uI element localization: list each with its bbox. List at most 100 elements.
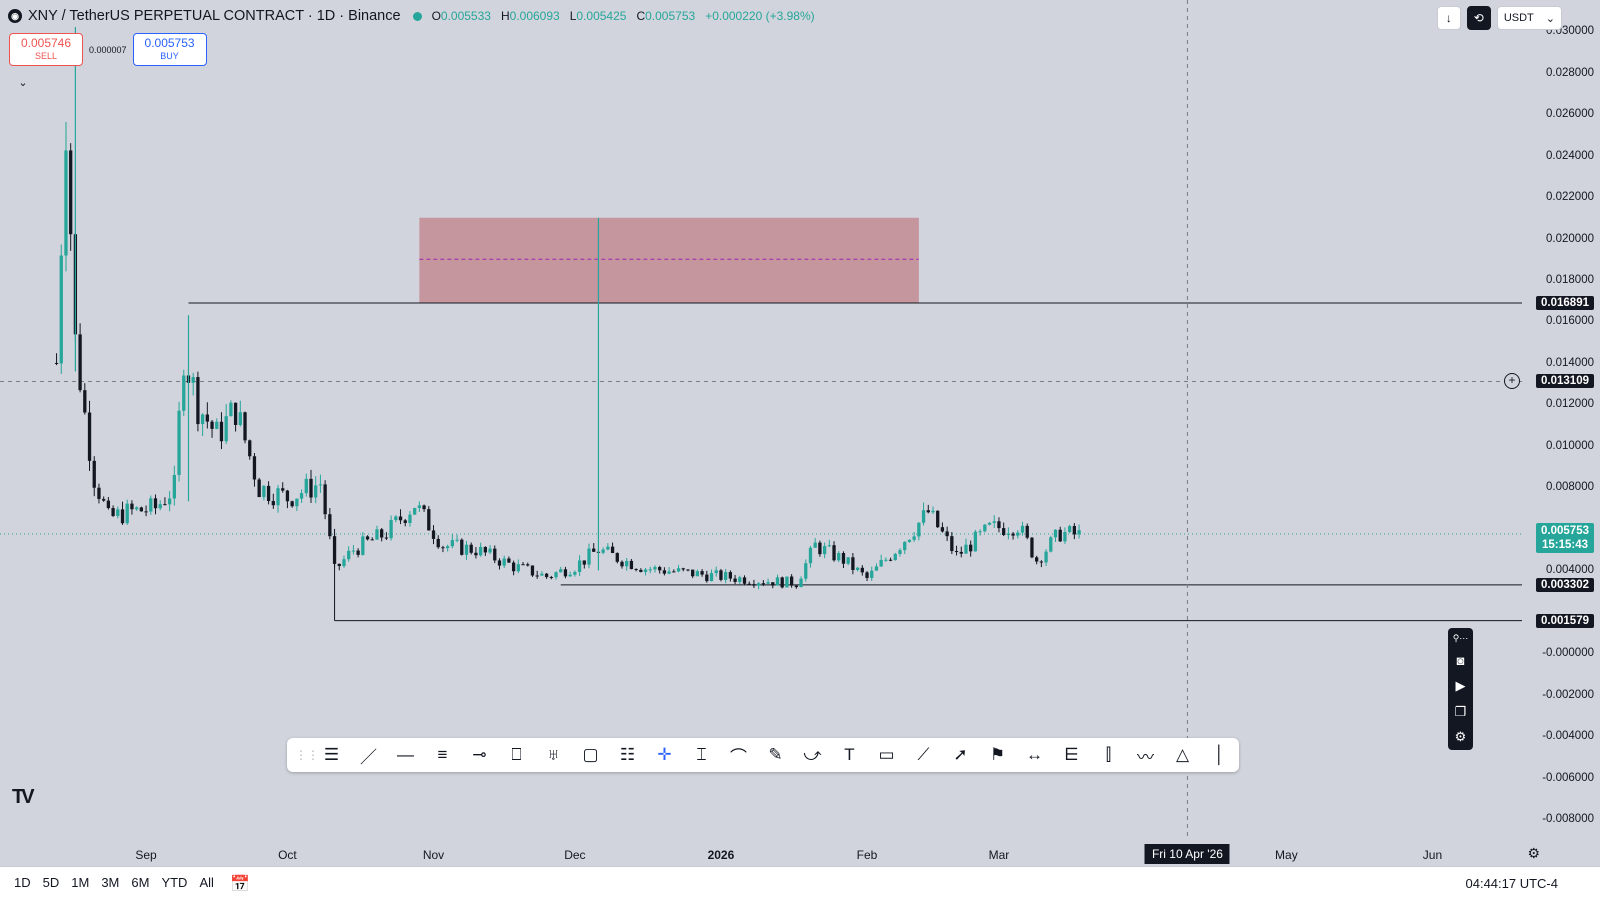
candlestick-chart[interactable] — [0, 0, 1522, 840]
candles-pattern-tool-icon[interactable]: ♅ — [547, 745, 560, 764]
fib-retracement-tool-icon[interactable]: ☷ — [619, 745, 636, 764]
add-alert-plus-icon[interactable]: + — [1504, 373, 1520, 390]
candle-body-152 — [771, 582, 775, 586]
candle-body-217 — [1077, 530, 1081, 535]
candle-body-116 — [601, 549, 605, 553]
layers-icon[interactable]: ❐ — [1454, 703, 1467, 719]
rectangle-tool-icon[interactable]: ▢ — [582, 745, 599, 764]
candle-body-58 — [328, 514, 332, 537]
range-5d[interactable]: 5D — [42, 875, 60, 890]
parallel-channel-tool-icon[interactable]: ≡ — [437, 745, 448, 764]
price-tick-label-16: -0.006000 — [1542, 771, 1594, 784]
price-tick-label-2: 0.026000 — [1546, 108, 1594, 121]
price-tick-label-5: 0.020000 — [1546, 232, 1594, 245]
price-tick-label-1: 0.028000 — [1546, 66, 1594, 79]
auto-scale-icon[interactable]: ⟲ — [1466, 6, 1491, 30]
crosshair-price-tag[interactable]: 0.013109 — [1536, 374, 1594, 389]
comment-tool-icon[interactable]: ▭ — [878, 745, 895, 764]
horizontal-ray-tool-icon[interactable]: — — [397, 745, 414, 764]
range-1d[interactable]: 1D — [14, 875, 31, 890]
multi-line-tool-icon[interactable]: ☰ — [323, 745, 340, 764]
ruler-tool-icon[interactable]: ⟋ — [917, 745, 930, 764]
range-6m[interactable]: 6M — [131, 875, 150, 890]
candle-body-179 — [898, 550, 902, 554]
price-axis[interactable]: 0.030000 0.028000 0.026000 0.024000 0.022000… — [1504, 0, 1600, 840]
gear-icon[interactable]: ⚙ — [1454, 729, 1467, 745]
sell-button[interactable]: 0.005746 SELL — [9, 33, 83, 66]
forecast-tool-icon[interactable]: 〰 — [1137, 747, 1154, 767]
callout-tool-icon[interactable]: ⎕ — [511, 745, 522, 764]
candle-body-167 — [841, 553, 846, 564]
buy-button[interactable]: 0.005753 BUY — [132, 33, 207, 66]
candle-body-105 — [549, 577, 553, 579]
arrow-tool-icon[interactable]: ➚ — [953, 745, 968, 764]
flag-tool-icon[interactable]: ⚑ — [989, 745, 1006, 764]
download-icon[interactable]: ↓ — [1436, 6, 1461, 30]
candle-body-192 — [959, 551, 963, 554]
brush-tool-icon[interactable]: ✎ — [768, 745, 783, 764]
candle-body-136 — [695, 571, 700, 577]
range-1m[interactable]: 1M — [71, 875, 90, 890]
polyline-tool-icon[interactable]: △ — [1175, 745, 1190, 764]
chart-pane[interactable]: ◉ XNY / TetherUS PERPETUAL CONTRACT · 1D… — [0, 0, 1522, 840]
settings-gear-icon[interactable]: ⚙ — [1527, 845, 1540, 861]
path-tool-icon[interactable]: ⤻ — [803, 745, 822, 764]
candle-body-29 — [191, 377, 195, 383]
resistance-price-tag[interactable]: 0.016891 — [1536, 296, 1594, 310]
clock[interactable]: 04:44:17 UTC-4 — [1465, 876, 1559, 891]
candle-body-183 — [917, 522, 921, 537]
candle-body-86 — [460, 539, 464, 555]
candle-body-174 — [874, 566, 879, 571]
candle-body-107 — [559, 569, 563, 573]
price-range-tool-icon[interactable]: ⌶ — [696, 745, 707, 764]
candle-body-197 — [983, 524, 987, 532]
candle-body-79 — [427, 509, 431, 531]
text-tool-icon[interactable]: T — [844, 745, 855, 764]
support-2-price-tag[interactable]: 0.001579 — [1536, 613, 1594, 628]
price-tick-label-13: -0.000000 — [1542, 647, 1594, 660]
candle-body-122 — [629, 560, 634, 570]
tradingview-logo-icon[interactable]: TV — [12, 786, 34, 808]
range-ytd[interactable]: YTD — [161, 875, 188, 890]
candle-body-161 — [813, 542, 817, 548]
candle-body-39 — [238, 412, 242, 425]
camera-icon[interactable]: ◙ — [1456, 653, 1465, 669]
current-price-tag[interactable]: 0.005753 15:15:43 — [1536, 523, 1594, 554]
bars-pattern-tool-icon[interactable]: ⫿ — [1105, 745, 1112, 764]
crosshair-tool-icon[interactable]: ✛ — [657, 745, 672, 764]
arc-tool-icon[interactable]: ⌒ — [730, 747, 747, 767]
video-icon[interactable]: ▶ — [1455, 677, 1466, 693]
support-1-price-tag[interactable]: 0.003302 — [1536, 577, 1594, 592]
candle-body-96 — [507, 558, 511, 563]
range-3m[interactable]: 3M — [101, 875, 120, 890]
candle-body-93 — [493, 548, 497, 561]
candle-body-81 — [436, 538, 440, 548]
date-range-tool-icon[interactable]: ↔ — [1026, 745, 1043, 764]
range-all[interactable]: All — [199, 875, 214, 890]
chevron-down-icon[interactable]: ⌄ — [18, 76, 28, 89]
candle-body-131 — [672, 571, 676, 573]
horizontal-line-tool-icon[interactable]: ⊸ — [472, 745, 487, 764]
candle-body-106 — [554, 572, 558, 578]
trend-line-tool-icon[interactable]: ／ — [360, 747, 377, 767]
candle-body-177 — [888, 559, 893, 561]
time-tick-label-1: Oct — [278, 848, 297, 862]
drag-handle-icon[interactable]: ⋮⋮ — [295, 748, 319, 762]
candle-body-125 — [643, 569, 648, 572]
time-axis[interactable]: Sep Oct Nov Dec 2026 Feb Mar May Jun Fri 10 Apr '… — [0, 840, 1600, 866]
candle-body-134 — [686, 569, 690, 571]
symbol-title[interactable]: XNY / TetherUS PERPETUAL CONTRACT · 1D ·… — [28, 8, 401, 24]
currency-select[interactable]: USDT ⌄ — [1496, 6, 1562, 30]
candle-body-69 — [380, 529, 384, 538]
candle-body-185 — [926, 510, 930, 513]
candle-body-10 — [102, 498, 106, 501]
candle-body-172 — [865, 572, 869, 578]
candle-body-212 — [1053, 529, 1058, 538]
candle-body-126 — [648, 569, 652, 571]
candle-body-82 — [441, 547, 445, 549]
link-icon[interactable]: ⚲⋯ — [1452, 632, 1469, 643]
vertical-line-tool-icon[interactable]: │ — [1214, 745, 1225, 764]
candle-body-34 — [215, 421, 219, 429]
gann-tool-icon[interactable]: ⋿ — [1064, 745, 1079, 764]
calendar-goto-icon[interactable]: 📅 — [230, 876, 250, 893]
